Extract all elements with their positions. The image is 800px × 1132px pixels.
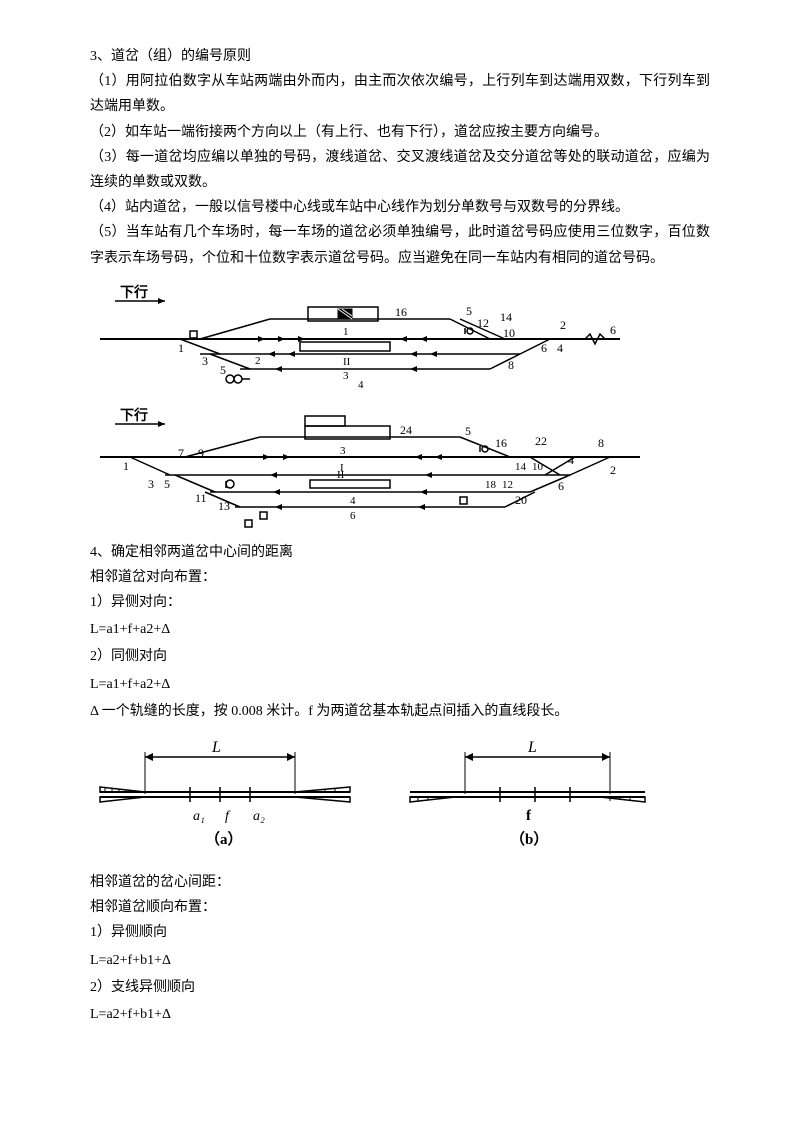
- svg-text:14: 14: [515, 461, 527, 473]
- section4-title: 4、确定相邻两道岔中心间的距离: [90, 540, 710, 565]
- svg-text:11: 11: [195, 491, 207, 505]
- svg-text:4: 4: [557, 341, 563, 355]
- rule-5: （5）当车站有几个车场时，每一车场的道岔必须单独编号，此时道岔号码应使用三位数字…: [90, 220, 710, 270]
- svg-text:（b）: （b）: [510, 830, 548, 848]
- svg-text:6: 6: [541, 341, 547, 355]
- svg-text:3: 3: [148, 477, 154, 491]
- svg-text:10: 10: [532, 461, 544, 473]
- note: Δ 一个轨缝的长度，按 0.008 米计。f 为两道岔基本轨起点间插入的直线段长…: [90, 699, 710, 724]
- svg-text:f: f: [225, 809, 231, 824]
- svg-text:1: 1: [343, 326, 349, 338]
- svg-text:12: 12: [502, 479, 513, 491]
- svg-text:L: L: [527, 739, 537, 756]
- formula1: L=a1+f+a2+Δ: [90, 617, 710, 642]
- sub1: 相邻道岔对向布置：: [90, 565, 710, 590]
- svg-text:22: 22: [535, 434, 547, 448]
- item2: 2）同侧对向: [90, 644, 710, 669]
- down-label-2: 下行: [120, 407, 148, 424]
- svg-text:5: 5: [465, 424, 471, 438]
- svg-text:13: 13: [218, 499, 230, 513]
- spacing-diagram: L a₁ f a₂ （a） L f （b）: [90, 732, 710, 862]
- svg-text:f: f: [526, 808, 532, 824]
- svg-text:12: 12: [477, 316, 489, 330]
- item3: 1）异侧顺向: [90, 920, 710, 945]
- formula4: L=a2+f+b1+Δ: [90, 1002, 710, 1027]
- svg-text:a₂: a₂: [253, 809, 265, 824]
- rule-2: （2）如车站一端衔接两个方向以上（有上行、也有下行），道岔应按主要方向编号。: [90, 120, 710, 145]
- rule-4: （4）站内道岔，一般以信号楼中心线或车站中心线作为划分单数号与双数号的分界线。: [90, 195, 710, 220]
- svg-text:16: 16: [395, 305, 407, 319]
- svg-text:6: 6: [350, 510, 356, 522]
- svg-text:L: L: [211, 739, 221, 756]
- svg-text:7: 7: [178, 446, 184, 460]
- svg-text:4: 4: [358, 379, 364, 391]
- svg-text:5: 5: [164, 477, 170, 491]
- svg-text:8: 8: [508, 358, 514, 372]
- svg-text:1: 1: [123, 459, 129, 473]
- svg-text:2: 2: [255, 355, 261, 367]
- svg-text:2: 2: [560, 318, 566, 332]
- track-diagram-2: 下行 24 5 16 22 8 1 7 9 3 I II 14 10: [90, 402, 710, 532]
- svg-text:16: 16: [495, 436, 507, 450]
- rule-3: （3）每一道岔均应编以单独的号码，渡线道岔、交叉渡线道岔及交分道岔等处的联动道岔…: [90, 145, 710, 195]
- svg-text:9: 9: [198, 446, 204, 460]
- svg-text:10: 10: [503, 326, 515, 340]
- item4: 2）支线异侧顺向: [90, 975, 710, 1000]
- svg-text:4: 4: [568, 453, 574, 467]
- svg-text:3: 3: [340, 445, 346, 457]
- svg-text:24: 24: [400, 423, 412, 437]
- svg-text:II: II: [343, 356, 351, 368]
- svg-text:4: 4: [350, 495, 356, 507]
- formula3: L=a2+f+b1+Δ: [90, 948, 710, 973]
- svg-text:5: 5: [466, 304, 472, 318]
- down-label-1: 下行: [120, 284, 148, 301]
- svg-text:1: 1: [178, 341, 184, 355]
- svg-text:14: 14: [500, 310, 512, 324]
- svg-text:2: 2: [610, 463, 616, 477]
- track-diagram-1: 下行 16 5 12 14 2 6 1 II 10 1 3 5 3: [90, 279, 710, 394]
- sub2: 相邻道岔的岔心间距：: [90, 870, 710, 895]
- svg-text:20: 20: [515, 493, 527, 507]
- svg-text:18: 18: [485, 479, 497, 491]
- svg-text:6: 6: [610, 323, 616, 337]
- rule-1: （1）用阿拉伯数字从车站两端由外而内，由主而次依次编号，上行列车到达端用双数，下…: [90, 69, 710, 119]
- svg-text:8: 8: [598, 436, 604, 450]
- svg-text:II: II: [337, 469, 345, 481]
- svg-text:a₁: a₁: [193, 809, 205, 824]
- svg-text:3: 3: [343, 370, 349, 382]
- formula2: L=a1+f+a2+Δ: [90, 672, 710, 697]
- svg-text:6: 6: [558, 479, 564, 493]
- item1: 1）异侧对向：: [90, 590, 710, 615]
- svg-text:（a）: （a）: [205, 830, 243, 848]
- svg-text:3: 3: [202, 354, 208, 368]
- section3-title: 3、道岔（组）的编号原则: [90, 44, 710, 69]
- sub3: 相邻道岔顺向布置：: [90, 895, 710, 920]
- svg-text:5: 5: [220, 363, 226, 377]
